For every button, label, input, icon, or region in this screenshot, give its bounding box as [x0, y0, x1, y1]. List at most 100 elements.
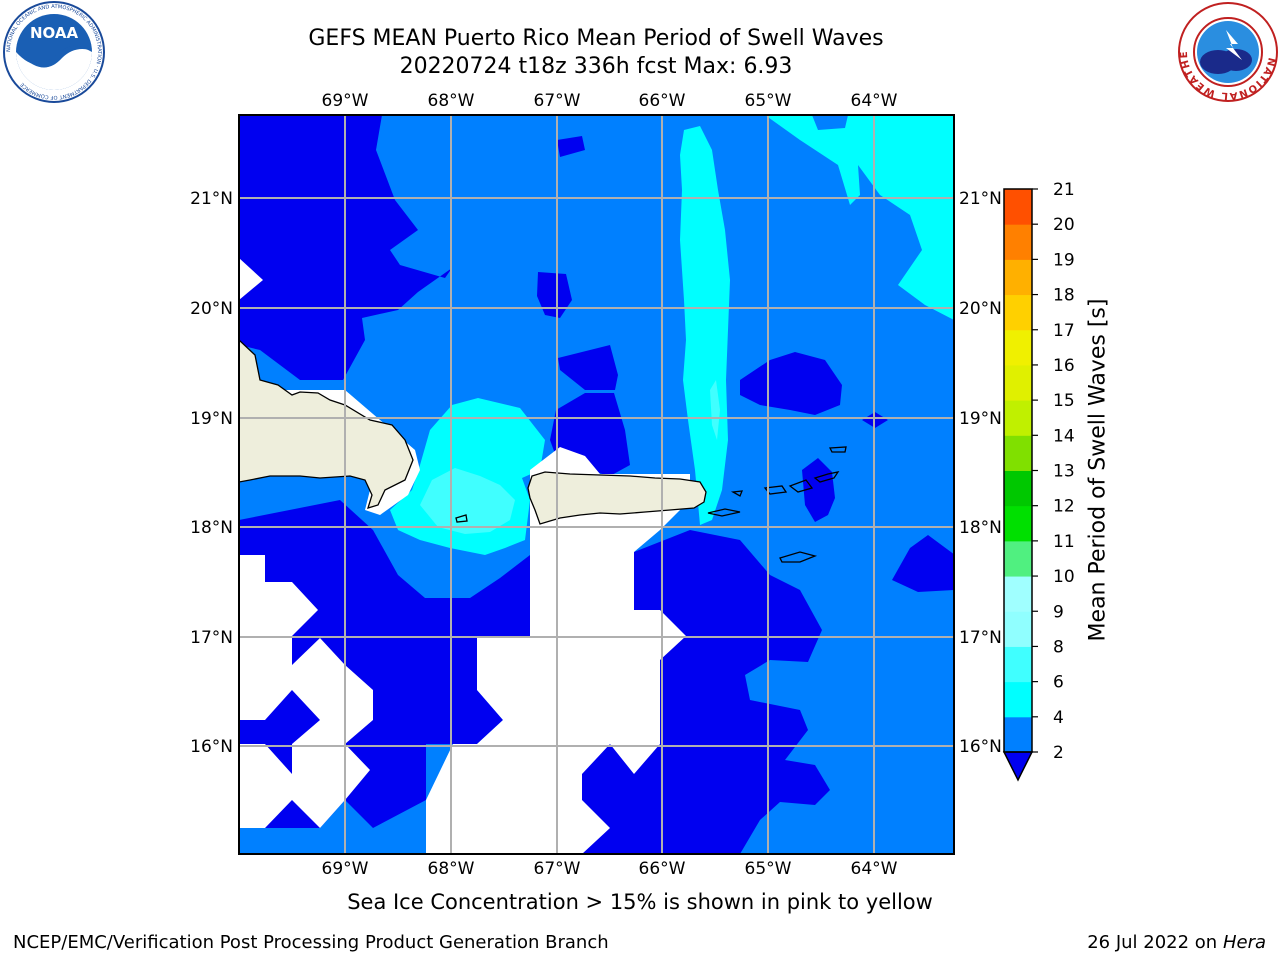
lat-label-left: 17°N: [190, 628, 233, 648]
land-bvi: [813, 471, 840, 483]
lon-label-top: 66°W: [639, 91, 686, 111]
lon-label-top: 64°W: [851, 91, 898, 111]
colorbar-tick-label: 12: [1053, 497, 1075, 517]
colorbar-segment: [1004, 224, 1032, 260]
lat-label-right: 16°N: [959, 737, 1002, 757]
lat-label-right: 17°N: [959, 628, 1002, 648]
lat-label-left: 21°N: [190, 189, 233, 209]
lat-label-right: 18°N: [959, 518, 1002, 538]
lon-label-bottom: 68°W: [428, 859, 475, 879]
nws-logo: NATIONAL WEATHER SERVICE: [1176, 0, 1278, 102]
no-data-region-w: [239, 258, 263, 300]
colorbar-tick-label: 2: [1053, 743, 1064, 763]
colorbar-segment: [1004, 329, 1032, 366]
colorbar-segment: [1004, 576, 1032, 612]
lat-label-left: 16°N: [190, 737, 233, 757]
lon-label-bottom: 65°W: [745, 859, 792, 879]
graticule: [239, 115, 954, 854]
colorbar-segment: [1004, 294, 1032, 331]
lon-labels-bottom: 69°W 68°W 67°W 66°W 65°W 64°W: [322, 859, 898, 879]
colorbar-tick-label: 15: [1053, 391, 1075, 411]
lat-labels-right: 21°N 20°N 19°N 18°N 17°N 16°N: [959, 189, 1002, 757]
ocean-4-6-region-ne-notch: [812, 115, 848, 130]
ocean-6-7-region: [420, 468, 515, 534]
lat-label-right: 20°N: [959, 299, 1002, 319]
ocean-lt2-region-se-strip: [634, 552, 660, 610]
colorbar-tick-label: 18: [1053, 286, 1075, 306]
lon-label-bottom: 64°W: [851, 859, 898, 879]
noaa-logo-text: NOAA: [30, 24, 79, 42]
land-st-croix: [779, 551, 818, 563]
colorbar-segment: [1004, 259, 1032, 296]
ocean-lt2-region-n-top: [557, 136, 585, 157]
colorbar-tick-label: 10: [1053, 567, 1075, 587]
colorbar-tick-label: 13: [1053, 462, 1075, 482]
lon-label-bottom: 67°W: [534, 859, 581, 879]
lat-label-right: 19°N: [959, 409, 1002, 429]
colorbar-tick-label: 14: [1053, 426, 1075, 446]
colorbar-underflow-arrow: [1002, 751, 1034, 782]
ocean-lt2-region-east: [740, 352, 842, 415]
colorbar-segment: [1004, 189, 1032, 225]
no-data-region-s-bottom: [556, 828, 582, 854]
lon-label-top: 67°W: [534, 91, 581, 111]
colorbar-segment: [1004, 646, 1032, 683]
land-virgin-island-2: [788, 479, 814, 493]
lon-label-bottom: 66°W: [639, 859, 686, 879]
lon-label-top: 69°W: [322, 91, 369, 111]
colorbar-tick-label: 6: [1053, 673, 1064, 693]
ocean-lt2-region-n-center: [537, 272, 572, 318]
noaa-logo: NOAA NATIONAL OCEANIC AND ATMOSPHERIC AD…: [3, 1, 105, 103]
sea-ice-caption: Sea Ice Concentration > 15% is shown in …: [347, 890, 933, 914]
land-hispaniola: [239, 339, 414, 509]
colorbar-segment: [1004, 435, 1032, 471]
colorbar-segment: [1004, 400, 1032, 436]
map-panel: [239, 115, 954, 854]
chart-title: GEFS MEAN Puerto Rico Mean Period of Swe…: [308, 26, 884, 51]
colorbar: 2 4 6 8 9 10 11 12 13 14 15 16 17 18 19 20 21: [1002, 180, 1075, 782]
colorbar-tick-label: 16: [1053, 356, 1075, 376]
colorbar-tick-label: 17: [1053, 321, 1075, 341]
lon-label-bottom: 69°W: [322, 859, 369, 879]
colorbar-segment: [1004, 470, 1032, 507]
ocean-lt2-region-center: [558, 345, 618, 390]
footer-credit: NCEP/EMC/Verification Post Processing Pr…: [13, 932, 609, 953]
colorbar-tick-label: 9: [1053, 602, 1064, 622]
colorbar-tick-label: 21: [1053, 180, 1075, 200]
colorbar-tick-label: 20: [1053, 215, 1075, 235]
land-anegada: [828, 446, 847, 453]
ocean-4-6-region-ne: [765, 115, 954, 320]
no-data-region-sw1: [239, 555, 318, 636]
lat-label-left: 20°N: [190, 299, 233, 319]
lat-label-left: 18°N: [190, 518, 233, 538]
ocean-lt2-region-se: [892, 535, 954, 592]
footer-date: 26 Jul 2022 on Hera: [1087, 932, 1266, 953]
no-data-region-sw2: [239, 636, 292, 720]
lon-label-top: 65°W: [745, 91, 792, 111]
colorbar-segment: [1004, 505, 1032, 542]
colorbar-tick-label: 19: [1053, 250, 1075, 270]
colorbar-title: Mean Period of Swell Waves [s]: [1085, 298, 1111, 642]
footer-date-text: 26 Jul 2022 on: [1087, 932, 1223, 953]
lon-label-top: 68°W: [428, 91, 475, 111]
colorbar-segment: [1004, 611, 1032, 647]
colorbar-tick-label: 8: [1053, 637, 1064, 657]
colorbar-segment: [1004, 364, 1032, 401]
lon-labels-top: 69°W 68°W 67°W 66°W 65°W 64°W: [322, 91, 898, 111]
colorbar-tick-label: 4: [1053, 708, 1064, 728]
lat-label-right: 21°N: [959, 189, 1002, 209]
footer-machine: Hera: [1222, 932, 1266, 953]
chart-subtitle: 20220724 t18z 336h fcst Max: 6.93: [399, 54, 793, 79]
colorbar-segment: [1004, 681, 1032, 718]
map-frame: [238, 114, 955, 855]
land-vieques: [707, 508, 741, 517]
colorbar-tick-label: 11: [1053, 532, 1075, 552]
colorbar-segment: [1004, 716, 1032, 753]
lat-labels-left: 21°N 20°N 19°N 18°N 17°N 16°N: [190, 189, 233, 757]
land-culebra: [730, 490, 744, 497]
colorbar-segment: [1004, 540, 1032, 577]
ocean-6-7-band-center: [710, 380, 720, 440]
lat-label-left: 19°N: [190, 409, 233, 429]
land-mona-island: [455, 514, 468, 523]
